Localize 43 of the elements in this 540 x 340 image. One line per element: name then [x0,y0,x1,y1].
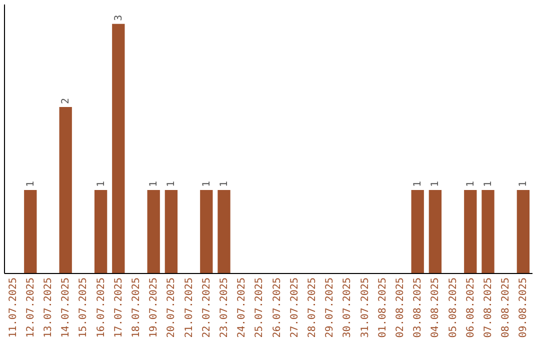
x-tick-label: 08.08.2025 [500,278,512,338]
x-tick-label: 29.07.2025 [324,278,336,338]
x-tick-label: 05.08.2025 [448,278,459,338]
x-tick-label: 26.07.2025 [272,278,283,338]
x-tick-label: 30.07.2025 [342,278,354,338]
x-tick-label: 25.07.2025 [254,278,266,338]
x-tick-label: 06.08.2025 [465,278,476,338]
x-tick-label: 17.07.2025 [113,278,124,338]
x-tick-label: 09.08.2025 [518,278,530,338]
data-label: 1 [148,180,160,187]
x-tick-label: 13.07.2025 [43,278,54,338]
x-tick-label: 22.07.2025 [201,278,212,338]
x-tick-label: 21.07.2025 [184,278,195,338]
x-tick-label: 07.08.2025 [483,278,494,338]
x-tick-label: 20.07.2025 [166,278,178,338]
data-label: 1 [96,180,107,187]
x-tick-label: 31.07.2025 [360,278,371,338]
data-label: 1 [412,180,424,187]
data-label: 1 [201,180,212,187]
x-tick-label: 23.07.2025 [219,278,230,338]
data-label: 1 [219,180,230,187]
x-tick-label: 02.08.2025 [395,278,406,338]
x-tick-label: 03.08.2025 [412,278,424,338]
data-label: 1 [25,180,36,187]
x-tick-label: 12.07.2025 [25,278,36,338]
data-label: 1 [465,180,476,187]
x-tick-label: 11.07.2025 [8,278,19,338]
x-tick-label: 14.07.2025 [60,278,72,338]
x-tick-label: 18.07.2025 [131,278,142,338]
data-label: 1 [166,180,178,187]
x-tick-label: 24.07.2025 [236,278,248,338]
data-label: 1 [430,180,442,187]
x-tick-label: 27.07.2025 [289,278,300,338]
data-label: 3 [113,14,124,21]
x-tick-label: 19.07.2025 [148,278,160,338]
x-tick-label: 16.07.2025 [96,278,107,338]
x-tick-label: 28.07.2025 [307,278,318,338]
x-tick-label: 15.07.2025 [78,278,90,338]
data-label: 1 [483,180,494,187]
x-tick-label: 01.08.2025 [377,278,388,338]
x-tick-label: 04.08.2025 [430,278,442,338]
data-label: 1 [518,180,530,187]
data-label: 2 [60,98,72,104]
